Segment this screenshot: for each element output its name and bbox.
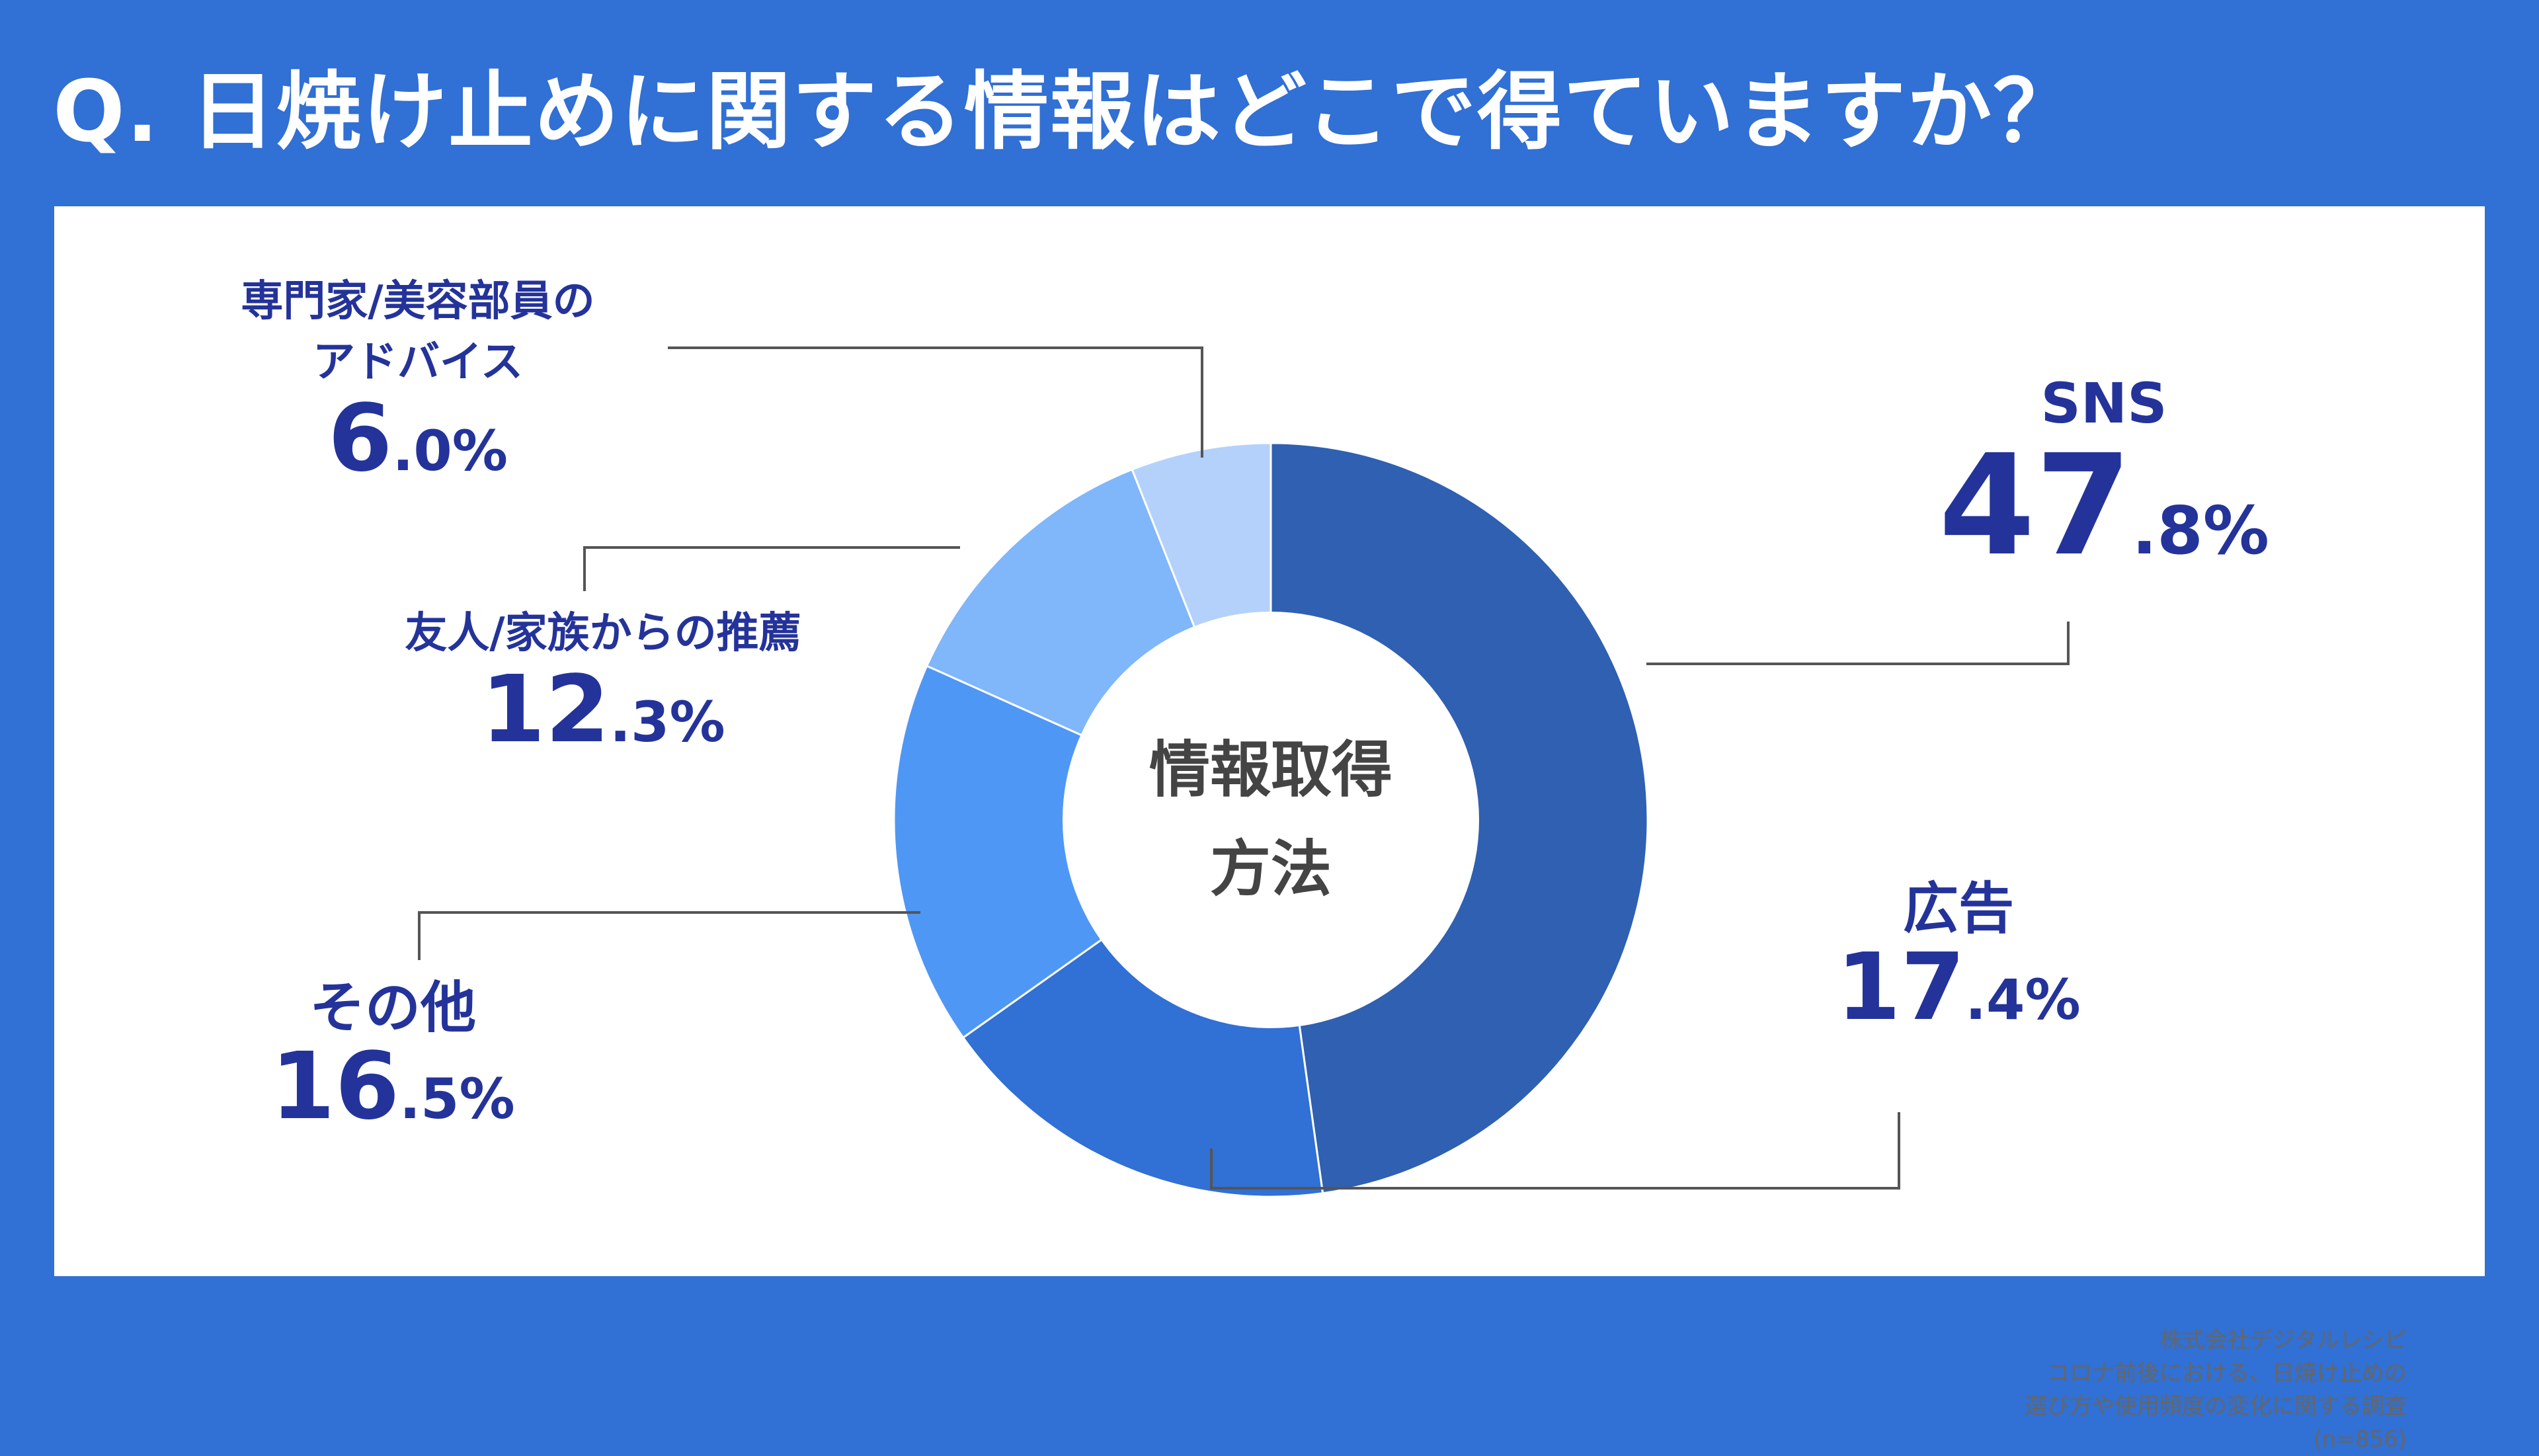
center-label-line-1: 情報取得 [1149,735,1392,805]
percentage-label: 17.4% [1760,942,2157,1034]
center-label-line-2: 方法 [1209,834,1332,905]
slice-label-friends-family: 友人/家族からの推薦 12.3% [305,603,901,756]
percentage-label: 16.5% [194,1041,591,1133]
leader-advertising [1210,1112,1900,1190]
leader-other [418,911,920,960]
slice-label-other: その他 16.5% [194,975,591,1133]
percentage-label: 47.8% [1906,436,2302,575]
source-note: 株式会社デジタルレシピ コロナ前後における、日焼け止めの 選び方や使用頻度の変化… [2025,1324,2407,1456]
donut-hole [1063,612,1479,1028]
category-label: その他 [309,975,476,1040]
percentage-dec: .4% [1965,967,2081,1032]
leader-friends-family [583,546,960,591]
category-label-line-2: アドバイス [312,338,524,387]
percentage-dec: .3% [610,690,725,754]
slice-label-expert-advice: 専門家/美容部員の アドバイス 6.0% [206,271,629,485]
percentage-dec: .8% [2132,492,2269,569]
percentage-label: 6.0% [206,393,629,485]
percentage-int: 16 [270,1033,400,1141]
page-title: Q. 日焼け止めに関する情報はどこで得ていますか？ [53,63,2079,161]
percentage-int: 6 [328,385,393,493]
category-label: SNS [2040,371,2167,436]
donut-chart [418,346,2070,1198]
center-label: 情報取得 方法 [1072,721,1469,919]
leader-sns [1646,622,2070,665]
percentage-int: 12 [481,656,610,764]
chart-panel: 情報取得 方法 SNS 47.8% 広告 17.4% その他 16.5% 友人/… [54,206,2485,1453]
percentage-dec: .5% [399,1067,515,1131]
slice-label-sns: SNS 47.8% [1906,370,2302,575]
source-line-4: (n=856) [2313,1426,2407,1453]
source-line-3: 選び方や使用頻度の変化に関する調査 [2025,1393,2407,1420]
category-label: 友人/家族からの推薦 [405,609,801,658]
slice-label-advertising: 広告 17.4% [1760,875,2157,1034]
percentage-int: 47 [1938,425,2132,586]
category-label: 広告 [1902,876,2014,941]
percentage-int: 17 [1836,934,1966,1041]
leader-expert-advice [668,346,1203,458]
percentage-dec: .0% [392,419,508,483]
source-line-2: コロナ前後における、日焼け止めの [2047,1360,2407,1387]
percentage-label: 12.3% [305,664,901,756]
category-label-line-1: 専門家/美容部員の [241,277,595,326]
